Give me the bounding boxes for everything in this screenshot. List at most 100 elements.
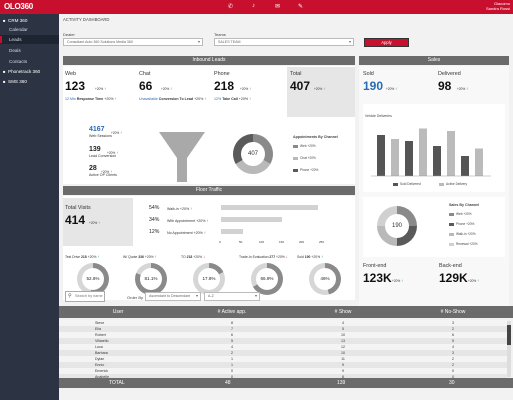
- app-logo[interactable]: OLO360: [4, 2, 33, 11]
- bell-icon[interactable]: ♪: [252, 3, 255, 9]
- gauge-value: 17.8%: [198, 268, 220, 290]
- vehicle-bar: [461, 156, 469, 176]
- table-row[interactable]: Dylan 1 11 2: [59, 356, 507, 362]
- table-row[interactable]: Emerick 0 9 0: [59, 368, 507, 374]
- donut-hole: [385, 214, 409, 238]
- sort-select[interactable]: A-Z ▾: [204, 292, 260, 301]
- frontend-pct: +20% ↑: [392, 278, 404, 283]
- col-show[interactable]: # Show: [334, 309, 352, 315]
- cell-active: 1: [231, 363, 233, 367]
- sidebar-item-label: Contacts: [9, 59, 28, 64]
- floor-row-label: With Appointment +20% ↑: [167, 218, 209, 223]
- table-header: User # Active app. # Show # No-Show: [59, 306, 513, 318]
- table-row[interactable]: Villarello 5 13 5: [59, 338, 507, 344]
- cell-noshow: 0: [452, 369, 454, 373]
- sidebar-item-contacts[interactable]: Contacts: [0, 57, 59, 66]
- cell-user: Robert: [95, 333, 106, 337]
- sold-label: Sold: [363, 71, 374, 77]
- total-label: Total: [290, 71, 302, 77]
- gauge-ring: 52.6%: [77, 263, 109, 295]
- teams-select[interactable]: SALES TEAM ▾: [214, 38, 354, 46]
- frontend-label: Front-end: [363, 263, 387, 269]
- sales-channel-donut: [377, 206, 417, 246]
- legend-active-delivery: Active Delivery: [439, 182, 467, 186]
- sidebar-item-calendar[interactable]: Calendar: [0, 25, 59, 34]
- floor-axis-tick: 0: [219, 240, 221, 244]
- lead-conversion-value: 139: [89, 146, 101, 153]
- col-noshow[interactable]: # No-Show: [440, 309, 466, 315]
- dealer-label: Dealer: [63, 32, 75, 37]
- response-time: 12 Min Response Time +20% ↑: [65, 96, 117, 101]
- chat-pct: +20% ↑: [161, 86, 173, 91]
- web-label: Web: [65, 71, 76, 77]
- delivered-label: Delivered: [438, 71, 461, 77]
- legend-chat: Chat +20%: [293, 156, 316, 160]
- cell-show: 10: [341, 351, 345, 355]
- cell-show: 10: [341, 333, 345, 337]
- cell-active: 6: [231, 333, 233, 337]
- gauge-title: Trade-In Evaluation 277 +20% ↓: [239, 254, 288, 259]
- cell-user: Anabelle: [95, 375, 109, 379]
- chat-icon[interactable]: ✎: [298, 4, 304, 10]
- cell-show: 9: [342, 369, 344, 373]
- cell-active: 2: [231, 351, 233, 355]
- web-sessions-pct: +20% ↑: [111, 130, 123, 135]
- table-row[interactable]: Steve 8 4 3: [59, 320, 507, 326]
- backend-value: 129K: [439, 271, 468, 285]
- cell-show: 13: [341, 339, 345, 343]
- sold-value: 190: [363, 79, 384, 93]
- table-row[interactable]: Robert 6 10 6: [59, 332, 507, 338]
- floor-row-pct: 34%: [149, 217, 160, 223]
- vehicle-bar: [419, 128, 427, 176]
- lead-conversion-pct: +20% ↑: [107, 150, 119, 155]
- user-menu[interactable]: Giacomo Sandra Rossi: [486, 1, 510, 11]
- floor-row-pct: 54%: [149, 205, 160, 211]
- sidebar-item-crm360[interactable]: ■ CRM 360: [0, 16, 59, 25]
- phone-icon[interactable]: ✆: [228, 4, 234, 10]
- legend-web: Web +20%: [293, 144, 316, 148]
- cell-noshow: 2: [452, 363, 454, 367]
- gauge-ring: 46%: [309, 263, 341, 295]
- arrow-up-icon: ↑: [323, 86, 326, 91]
- cell-active: 4: [231, 345, 233, 349]
- teams-value: SALES TEAM: [218, 40, 241, 44]
- table-row[interactable]: Ennio 1 9 2: [59, 362, 507, 368]
- table-row[interactable]: Elia 7 5 2: [59, 326, 507, 332]
- donut-center-value: 407: [247, 151, 258, 157]
- cell-user: Emerick: [95, 369, 108, 373]
- dealer-select[interactable]: Consultant Auto 360 Solutions Media 360 ▾: [63, 38, 203, 46]
- cell-active: 1: [231, 357, 233, 361]
- col-user[interactable]: User: [112, 309, 124, 315]
- sidebar-item-phonetrack360[interactable]: ■ Phonetrack 360: [0, 67, 59, 76]
- table-row[interactable]: Barbara 2 10 3: [59, 350, 507, 356]
- col-active[interactable]: # Active app.: [217, 309, 247, 315]
- conversion-to-lead: Unavailable Conversion To Lead +20% ↑: [139, 96, 207, 101]
- scroll-thumb[interactable]: [507, 325, 511, 345]
- table-scrollbar[interactable]: [507, 321, 511, 377]
- mail-icon[interactable]: ✉: [275, 4, 281, 10]
- web-sessions-value: 4167: [89, 126, 105, 133]
- sidebar-item-label: Calendar: [9, 27, 28, 32]
- search-input[interactable]: ⚲ Search by name: [65, 291, 105, 302]
- apply-button[interactable]: Apply: [364, 38, 409, 47]
- phone-icon: ■: [3, 69, 6, 74]
- table-row[interactable]: Anabelle 0 8 0: [59, 374, 507, 380]
- sidebar-item-sms360[interactable]: ■ SMS 360: [0, 77, 59, 86]
- gauge-ring: 17.8%: [193, 263, 225, 295]
- web-value: 123: [65, 79, 86, 93]
- backend-label: Back-end: [439, 263, 462, 269]
- arrow-up-icon: ↑: [104, 86, 107, 91]
- cell-user: Villarello: [95, 339, 109, 343]
- gauge-title: Test Drive 218 +20% ↑: [65, 254, 100, 259]
- phone-value: 218: [214, 79, 235, 93]
- sidebar-item-leads[interactable]: Leads: [0, 35, 59, 44]
- vehicle-deliveries-chart: [371, 128, 491, 177]
- table-row[interactable]: Luca 4 12 4: [59, 344, 507, 350]
- top-bar: OLO360 ✆ ♪ ✉ ✎ Giacomo Sandra Rossi: [0, 0, 513, 14]
- sidebar-item-deals[interactable]: Deals: [0, 46, 59, 55]
- cell-show: 11: [341, 357, 345, 361]
- vehicle-bar: [405, 141, 413, 176]
- order-select[interactable]: Ascendant to Descendant ▾: [145, 292, 201, 301]
- total-visits-label: Total Visits: [65, 205, 91, 211]
- arrow-up-icon: ↑: [170, 86, 173, 91]
